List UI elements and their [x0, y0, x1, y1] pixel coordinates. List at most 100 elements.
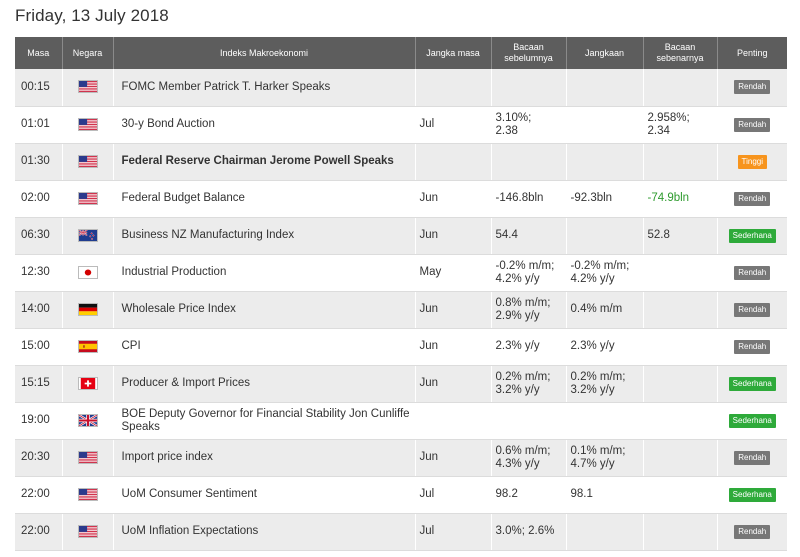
actual-value-cell: [643, 476, 718, 514]
expected-value-line2: 4.7% y/y: [570, 457, 615, 470]
time-cell: 19:00: [15, 402, 63, 440]
table-row[interactable]: 15:15 Producer & Import Prices Jun 0.2% m/m…: [15, 365, 787, 403]
nz-flag-icon: [77, 228, 98, 242]
importance-cell: Sederhana: [717, 217, 787, 255]
event-name-cell[interactable]: CPI: [113, 328, 416, 366]
table-row[interactable]: 22:00 UoM Inflation Expectations Jul 3.0%; …: [15, 513, 787, 551]
table-row[interactable]: 12:30 Industrial Production May -0.2% m/m; 4…: [15, 254, 787, 292]
importance-badge: Rendah: [734, 450, 771, 465]
period-cell: Jun: [415, 328, 492, 366]
table-row[interactable]: 01:01 30-y Bond Auction Jul 3.10%; 2.38 2.958…: [15, 106, 787, 144]
time-cell: 06:30: [15, 217, 63, 255]
actual-value-cell: [643, 402, 718, 440]
time-cell: 01:01: [15, 106, 63, 144]
period-cell: Jul: [415, 513, 492, 551]
header-jangka-masa: Jangka masa: [415, 37, 492, 69]
expected-value-cell: 0.1% m/m; 4.7% y/y: [566, 439, 644, 477]
expected-value-cell: [566, 402, 644, 440]
period-cell: Jul: [415, 106, 492, 144]
country-cell: [62, 254, 114, 292]
event-name-cell[interactable]: Import price index: [113, 439, 416, 477]
expected-value-cell: 2.3% y/y: [566, 328, 644, 366]
period-cell: Jun: [415, 217, 492, 255]
us-flag-icon: [77, 154, 98, 168]
event-name-cell[interactable]: Federal Reserve Chairman Jerome Powell S…: [113, 143, 416, 181]
event-name-cell[interactable]: FOMC Member Patrick T. Harker Speaks: [113, 69, 416, 107]
actual-value-cell: 52.8: [643, 217, 718, 255]
table-row[interactable]: 14:00 Wholesale Price Index Jun 0.8% m/m; 2.…: [15, 291, 787, 329]
event-name-cell[interactable]: UoM Consumer Sentiment: [113, 476, 416, 514]
actual-value-line1: -74.9bln: [647, 192, 690, 204]
event-name-cell[interactable]: Producer & Import Prices: [113, 365, 416, 403]
header-bacaan-sebenarnya: Bacaan sebenarnya: [643, 37, 718, 69]
table-row[interactable]: 22:00 UoM Consumer Sentiment Jul 98.2 98.1 Se…: [15, 476, 787, 514]
ch-flag-icon: [77, 376, 98, 390]
header-bacaan-sebelumnya-line2: sebelumnya: [504, 53, 553, 63]
header-bacaan-sebelumnya: Bacaan sebelumnya: [491, 37, 567, 69]
country-cell: [62, 513, 114, 551]
event-name-cell[interactable]: Industrial Production: [113, 254, 416, 292]
country-cell: [62, 439, 114, 477]
table-row[interactable]: 19:00 BOE Deputy Governor for Financial S…: [15, 402, 787, 440]
country-cell: [62, 106, 114, 144]
es-flag-icon: [77, 339, 98, 353]
previous-value-cell: 3.0%; 2.6%: [491, 513, 567, 551]
importance-cell: Sederhana: [717, 402, 787, 440]
event-name-cell[interactable]: BOE Deputy Governor for Financial Stabil…: [113, 402, 416, 440]
previous-value-line1: 2.3% y/y: [495, 340, 540, 352]
table-row[interactable]: 15:00 CPI Jun 2.3% y/y 2.3% y/y Rendah: [15, 328, 787, 366]
header-penting: Penting: [717, 37, 787, 69]
period-cell: [415, 143, 492, 181]
table-row[interactable]: 02:00 Federal Budget Balance Jun -146.8bln -…: [15, 180, 787, 218]
importance-badge: Rendah: [734, 524, 771, 539]
expected-value-cell: [566, 143, 644, 181]
period-cell: [415, 402, 492, 440]
period-cell: Jul: [415, 476, 492, 514]
header-bacaan-sebenarnya-line2: sebenarnya: [656, 53, 704, 63]
table-row[interactable]: 00:15 FOMC Member Patrick T. Harker Speak…: [15, 69, 787, 107]
expected-value-line1: -0.2% m/m;: [570, 259, 630, 272]
table-row[interactable]: 01:30 Federal Reserve Chairman Jerome Pow…: [15, 143, 787, 181]
time-cell: 14:00: [15, 291, 63, 329]
event-name-cell[interactable]: Wholesale Price Index: [113, 291, 416, 329]
event-name-cell[interactable]: Business NZ Manufacturing Index: [113, 217, 416, 255]
event-name-cell[interactable]: UoM Inflation Expectations: [113, 513, 416, 551]
us-flag-icon: [77, 191, 98, 205]
country-cell: [62, 143, 114, 181]
expected-value-cell: [566, 106, 644, 144]
table-row[interactable]: 06:30 Business NZ Manufacturing Index Jun 5…: [15, 217, 787, 255]
previous-value-cell: [491, 69, 567, 107]
importance-badge: Rendah: [734, 339, 771, 354]
importance-badge: Rendah: [734, 265, 771, 280]
event-name-cell[interactable]: 30-y Bond Auction: [113, 106, 416, 144]
expected-value-line1: -92.3bln: [570, 192, 613, 204]
previous-value-line1: 0.2% m/m;: [495, 370, 551, 383]
table-row[interactable]: 20:30 Import price index Jun 0.6% m/m; 4.3% …: [15, 439, 787, 477]
previous-value-cell: 2.3% y/y: [491, 328, 567, 366]
expected-value-cell: 0.4% m/m: [566, 291, 644, 329]
previous-value-line1: 3.0%; 2.6%: [495, 525, 555, 537]
importance-badge: Sederhana: [728, 228, 776, 243]
importance-badge: Rendah: [734, 191, 771, 206]
importance-badge: Sederhana: [728, 413, 776, 428]
time-cell: 15:00: [15, 328, 63, 366]
period-cell: Jun: [415, 439, 492, 477]
actual-value-cell: -74.9bln: [643, 180, 718, 218]
expected-value-cell: 98.1: [566, 476, 644, 514]
time-cell: 22:00: [15, 476, 63, 514]
previous-value-line1: -146.8bln: [495, 192, 544, 204]
country-cell: [62, 291, 114, 329]
event-name-cell[interactable]: Federal Budget Balance: [113, 180, 416, 218]
importance-cell: Rendah: [717, 291, 787, 329]
time-cell: 00:15: [15, 69, 63, 107]
importance-badge: Sederhana: [728, 487, 776, 502]
actual-value-cell: [643, 254, 718, 292]
actual-value-cell: 2.958%; 2.34: [643, 106, 718, 144]
us-flag-icon: [77, 524, 98, 538]
header-indeks: Indeks Makroekonomi: [113, 37, 416, 69]
country-cell: [62, 476, 114, 514]
importance-badge: Rendah: [734, 80, 771, 95]
previous-value-line1: 0.6% m/m;: [495, 444, 551, 457]
importance-cell: Rendah: [717, 69, 787, 107]
importance-cell: Sederhana: [717, 476, 787, 514]
